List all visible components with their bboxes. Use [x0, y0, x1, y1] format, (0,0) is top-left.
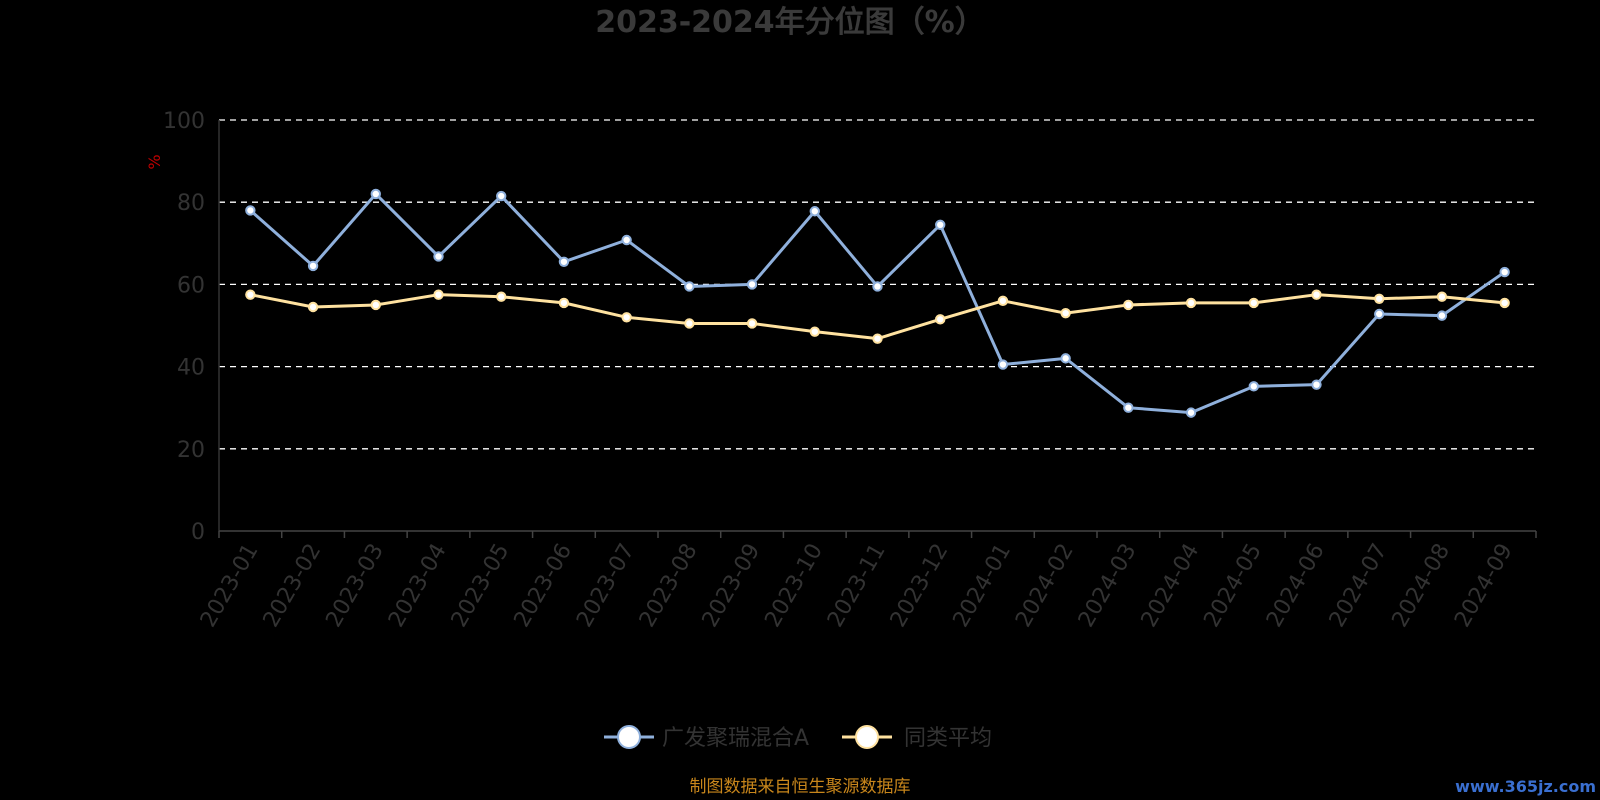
x-tick-label: 2024-07 [1325, 540, 1393, 632]
data-point[interactable] [872, 333, 883, 344]
y-tick-label: 40 [177, 356, 205, 381]
x-tick-label: 2023-03 [321, 540, 389, 632]
x-tick-label: 2024-02 [1011, 540, 1079, 632]
series-lines [245, 188, 1510, 418]
data-point[interactable] [433, 289, 444, 300]
data-point[interactable] [307, 301, 319, 313]
x-tick-label: 2023-04 [384, 540, 452, 632]
data-point[interactable] [433, 251, 444, 262]
data-point[interactable] [997, 359, 1009, 370]
y-tick-label: 80 [177, 191, 205, 216]
series-line [250, 293, 1505, 341]
x-tick-label: 2024-03 [1074, 540, 1142, 632]
data-point[interactable] [370, 188, 381, 200]
y-tick-label: 60 [177, 273, 205, 298]
data-point[interactable] [1436, 291, 1448, 302]
x-tick-label: 2023-08 [635, 540, 703, 632]
x-tick-label: 2024-01 [949, 540, 1017, 632]
data-point[interactable] [935, 314, 946, 325]
data-point[interactable] [684, 281, 695, 292]
chart-title: 2023-2024年分位图（%） [595, 5, 985, 40]
x-tick-label: 2024-04 [1137, 540, 1205, 632]
data-point[interactable] [872, 281, 883, 292]
data-point[interactable] [809, 206, 820, 217]
data-point[interactable] [1436, 310, 1448, 321]
data-point[interactable] [1499, 297, 1510, 309]
data-point[interactable] [370, 299, 381, 311]
data-point[interactable] [809, 326, 820, 337]
data-point[interactable] [245, 289, 256, 300]
data-point[interactable] [1311, 289, 1322, 300]
data-point[interactable] [935, 219, 946, 231]
data-source-note: 制图数据来自恒生聚源数据库 [690, 777, 911, 797]
legend-marker [617, 725, 641, 749]
data-point[interactable] [496, 291, 507, 302]
x-tick-label: 2023-02 [259, 540, 327, 632]
data-point[interactable] [558, 297, 570, 309]
data-point[interactable] [1248, 297, 1259, 309]
x-tick-label: 2024-06 [1262, 540, 1330, 632]
data-point[interactable] [1311, 379, 1322, 390]
data-point[interactable] [496, 190, 507, 202]
x-tick-label: 2023-05 [447, 540, 515, 632]
site-watermark: www.365jz.com [1455, 777, 1596, 796]
x-tick-label: 2024-08 [1388, 540, 1456, 632]
data-point[interactable] [684, 318, 695, 329]
series-1 [245, 188, 1510, 418]
data-point[interactable] [1374, 293, 1385, 304]
data-point[interactable] [1374, 308, 1385, 320]
x-tick-label: 2024-09 [1450, 540, 1518, 632]
data-point[interactable] [245, 205, 256, 216]
x-tick-label: 2024-05 [1199, 540, 1267, 632]
data-point[interactable] [1185, 297, 1197, 309]
data-point[interactable] [746, 279, 758, 290]
data-point[interactable] [1123, 402, 1134, 413]
data-point[interactable] [1060, 307, 1071, 319]
y-tick-label: 0 [191, 520, 205, 545]
data-point[interactable] [1123, 299, 1134, 311]
x-tick-label: 2023-01 [196, 540, 264, 632]
x-tick-label: 2023-06 [510, 540, 578, 632]
data-point[interactable] [1499, 266, 1510, 278]
legend-item[interactable]: 同类平均 [842, 725, 992, 751]
y-axis-label: % [145, 154, 164, 169]
legend-item[interactable]: 广发聚瑞混合A [604, 725, 809, 751]
x-tick-label: 2023-10 [760, 540, 828, 632]
x-tick-label: 2023-07 [572, 540, 640, 632]
legend-marker [855, 725, 879, 749]
data-point[interactable] [1248, 381, 1259, 392]
data-point[interactable] [1185, 407, 1197, 418]
data-point[interactable] [997, 295, 1009, 307]
y-tick-label: 20 [177, 438, 205, 463]
x-tick-label: 2023-12 [886, 540, 954, 632]
x-tick-label: 2023-09 [698, 540, 766, 632]
x-tick-label: 2023-11 [823, 540, 891, 632]
data-point[interactable] [621, 234, 632, 246]
series-2 [245, 289, 1510, 344]
data-point[interactable] [1060, 353, 1071, 364]
data-point[interactable] [558, 256, 570, 267]
y-tick-label: 100 [163, 109, 205, 134]
data-point[interactable] [746, 318, 758, 329]
data-point[interactable] [621, 312, 632, 323]
legend-label: 同类平均 [904, 726, 992, 751]
legend-label: 广发聚瑞混合A [662, 726, 809, 751]
legend[interactable]: 广发聚瑞混合A 同类平均 [604, 725, 992, 751]
data-point[interactable] [307, 260, 319, 272]
